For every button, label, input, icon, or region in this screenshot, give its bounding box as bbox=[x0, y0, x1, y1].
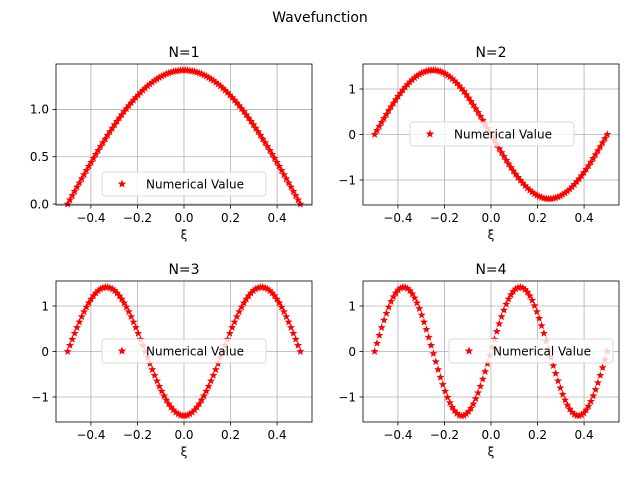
subplot-title: N=3 bbox=[168, 262, 199, 278]
y-tick-label: 1 bbox=[41, 299, 49, 313]
y-tick-label: 1 bbox=[348, 82, 356, 96]
x-tick-label: 0.0 bbox=[481, 211, 500, 225]
y-tick-label: −1 bbox=[338, 390, 356, 404]
x-tick-label: 0.2 bbox=[221, 211, 240, 225]
x-tick-label: 0.4 bbox=[268, 428, 287, 442]
legend-label: Numerical Value bbox=[146, 177, 244, 191]
x-tick-label: −0.4 bbox=[383, 211, 412, 225]
y-tick-label: 0.0 bbox=[30, 197, 49, 211]
x-tick-label: 0.2 bbox=[528, 428, 547, 442]
x-tick-label: −0.4 bbox=[383, 428, 412, 442]
x-tick-label: 0.0 bbox=[481, 428, 500, 442]
y-tick-label: 1 bbox=[348, 299, 356, 313]
x-tick-label: −0.4 bbox=[76, 428, 105, 442]
y-tick-label: −1 bbox=[338, 173, 356, 187]
legend-label: Numerical Value bbox=[146, 344, 244, 358]
figure-suptitle: Wavefunction bbox=[272, 10, 368, 26]
subplot-title: N=1 bbox=[168, 45, 199, 61]
x-axis-label: ξ bbox=[181, 228, 188, 242]
y-tick-label: 0 bbox=[41, 345, 49, 359]
x-tick-label: 0.2 bbox=[528, 211, 547, 225]
legend-label: Numerical Value bbox=[454, 127, 552, 141]
y-tick-label: 0.5 bbox=[30, 150, 49, 164]
x-tick-label: 0.4 bbox=[575, 428, 594, 442]
x-tick-label: 0.0 bbox=[174, 211, 193, 225]
x-tick-label: 0.2 bbox=[221, 428, 240, 442]
x-tick-label: 0.0 bbox=[174, 428, 193, 442]
x-axis-label: ξ bbox=[488, 228, 495, 242]
legend: Numerical Value bbox=[410, 122, 574, 146]
x-tick-label: 0.4 bbox=[268, 211, 287, 225]
x-tick-label: −0.2 bbox=[123, 428, 152, 442]
x-axis-label: ξ bbox=[488, 445, 495, 459]
y-tick-label: 0 bbox=[348, 128, 356, 142]
x-tick-label: −0.4 bbox=[76, 211, 105, 225]
x-tick-label: −0.2 bbox=[123, 211, 152, 225]
y-tick-label: 1.0 bbox=[30, 103, 49, 117]
x-tick-label: −0.2 bbox=[430, 428, 459, 442]
x-tick-label: 0.4 bbox=[575, 211, 594, 225]
x-axis-label: ξ bbox=[181, 445, 188, 459]
legend: Numerical Value bbox=[449, 339, 613, 363]
legend-label: Numerical Value bbox=[493, 344, 591, 358]
legend: Numerical Value bbox=[102, 172, 266, 196]
subplot-title: N=2 bbox=[475, 45, 506, 61]
x-tick-label: −0.2 bbox=[430, 211, 459, 225]
legend: Numerical Value bbox=[102, 339, 266, 363]
y-tick-label: −1 bbox=[31, 390, 49, 404]
y-tick-label: 0 bbox=[348, 345, 356, 359]
subplot-title: N=4 bbox=[475, 262, 506, 278]
